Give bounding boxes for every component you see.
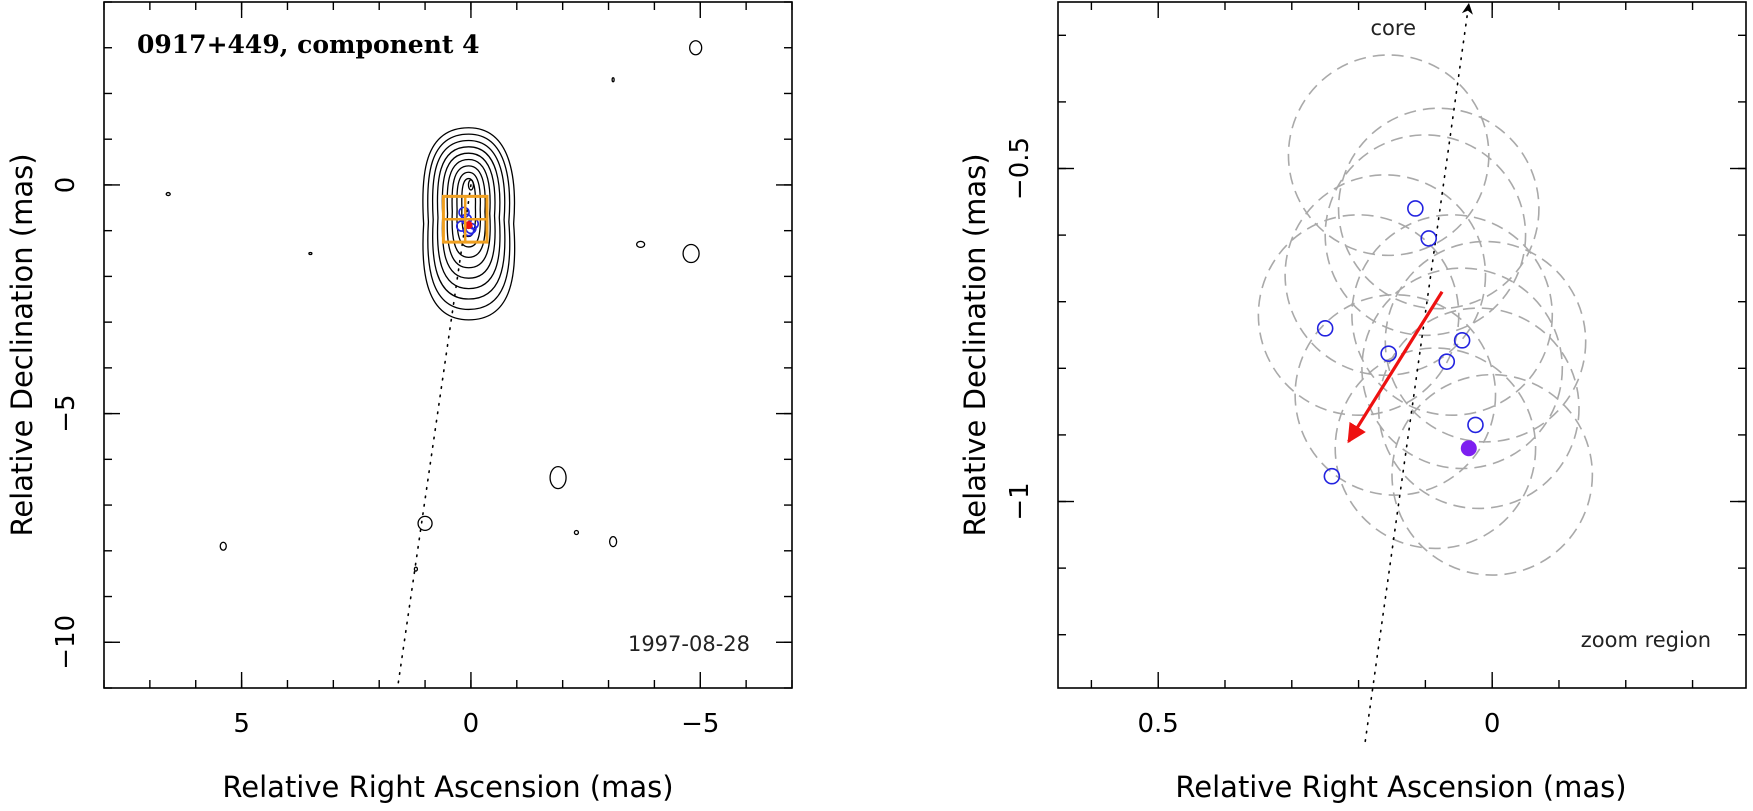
right-panel: 0.5 0 −0.5 −1 core zoom region Relative Rig… bbox=[958, 1, 1747, 804]
y-tick-label: −5 bbox=[51, 394, 81, 432]
zoom-region-box bbox=[441, 194, 489, 244]
noise-contour bbox=[549, 465, 567, 490]
contour-level bbox=[422, 127, 516, 321]
x-tick-label: 0.5 bbox=[1138, 709, 1179, 739]
uncertainty-circle bbox=[1287, 54, 1490, 257]
uncertainty-circle bbox=[1257, 214, 1460, 417]
core-peak-contour bbox=[467, 179, 475, 191]
uncertainty-circle bbox=[1391, 373, 1594, 576]
core-direction-line bbox=[1364, 2, 1473, 743]
uncertainty-circle bbox=[1334, 347, 1537, 550]
x-tick-label: 0 bbox=[1484, 709, 1501, 739]
uncertainty-circle bbox=[1377, 307, 1580, 510]
uncertainty-circle bbox=[1337, 107, 1540, 310]
component-marker bbox=[1467, 416, 1484, 434]
y-tick-label: −0.5 bbox=[1005, 137, 1035, 200]
noise-contour bbox=[611, 77, 615, 83]
component-mean-marker bbox=[464, 221, 473, 230]
contour-level bbox=[446, 158, 491, 269]
contour-level bbox=[441, 152, 496, 279]
left-axis-ticks bbox=[103, 1, 793, 689]
contour-level bbox=[427, 133, 511, 311]
component-markers-zoom bbox=[1316, 200, 1484, 485]
right-axis-ticks bbox=[1058, 2, 1746, 688]
mean-position-marker bbox=[1460, 440, 1477, 457]
noise-contour bbox=[219, 541, 227, 551]
noise-contour bbox=[682, 243, 700, 264]
noise-contour bbox=[413, 566, 419, 572]
plot-title: 0917+449, component 4 bbox=[137, 30, 480, 59]
jet-direction-line bbox=[396, 184, 472, 689]
uncertainty-circle bbox=[1324, 134, 1527, 337]
y-tick-label: 0 bbox=[51, 177, 81, 194]
y-tick-label: −1 bbox=[1005, 482, 1035, 520]
contour-level bbox=[451, 165, 486, 258]
uncertainty-circle bbox=[1284, 174, 1487, 377]
noise-contour bbox=[635, 240, 646, 249]
x-tick-label: −5 bbox=[681, 709, 719, 739]
contour-level bbox=[431, 139, 506, 300]
left-plot-frame bbox=[103, 1, 793, 689]
uncertainty-circle bbox=[1384, 240, 1587, 443]
noise-contour bbox=[417, 515, 433, 532]
right-plot-frame bbox=[1057, 1, 1747, 689]
uncertainty-circle bbox=[1294, 293, 1497, 496]
right-tick-labels: 0.5 0 −0.5 −1 bbox=[1005, 137, 1500, 739]
zoom-region-label: zoom region bbox=[1581, 628, 1711, 652]
uncertainty-circles bbox=[1257, 54, 1594, 576]
noise-contour bbox=[308, 251, 313, 256]
contour-map bbox=[165, 40, 703, 572]
x-tick-label: 0 bbox=[463, 709, 480, 739]
component-marker bbox=[1453, 332, 1471, 349]
core-label: core bbox=[1371, 16, 1417, 40]
epoch-label: 1997-08-28 bbox=[628, 632, 750, 656]
component-marker bbox=[1420, 230, 1438, 247]
component-marker bbox=[1407, 200, 1424, 217]
component-marker bbox=[1323, 467, 1341, 485]
component-marker bbox=[1380, 345, 1397, 362]
right-x-axis-label: Relative Right Ascension (mas) bbox=[1175, 770, 1626, 804]
contour-level bbox=[436, 146, 501, 290]
component-marker bbox=[1316, 320, 1334, 337]
noise-contour bbox=[165, 191, 171, 197]
left-y-axis-label: Relative Declination (mas) bbox=[5, 153, 39, 536]
right-y-axis-label: Relative Declination (mas) bbox=[958, 153, 992, 536]
uncertainty-circle bbox=[1361, 267, 1564, 470]
uncertainty-circle bbox=[1351, 214, 1554, 417]
noise-contour bbox=[689, 40, 703, 56]
left-tick-labels: 5 0 −5 0 −5 −10 bbox=[51, 177, 719, 739]
noise-contour bbox=[573, 529, 580, 536]
motion-vector-arrow bbox=[1347, 290, 1444, 444]
noise-contour bbox=[608, 536, 618, 548]
component-marker bbox=[1438, 353, 1456, 370]
y-tick-label: −10 bbox=[51, 615, 81, 670]
x-tick-label: 5 bbox=[233, 709, 250, 739]
left-x-axis-label: Relative Right Ascension (mas) bbox=[222, 770, 673, 804]
left-panel: 5 0 −5 0 −5 −10 0917+449, component 4 1997-08… bbox=[5, 1, 793, 804]
